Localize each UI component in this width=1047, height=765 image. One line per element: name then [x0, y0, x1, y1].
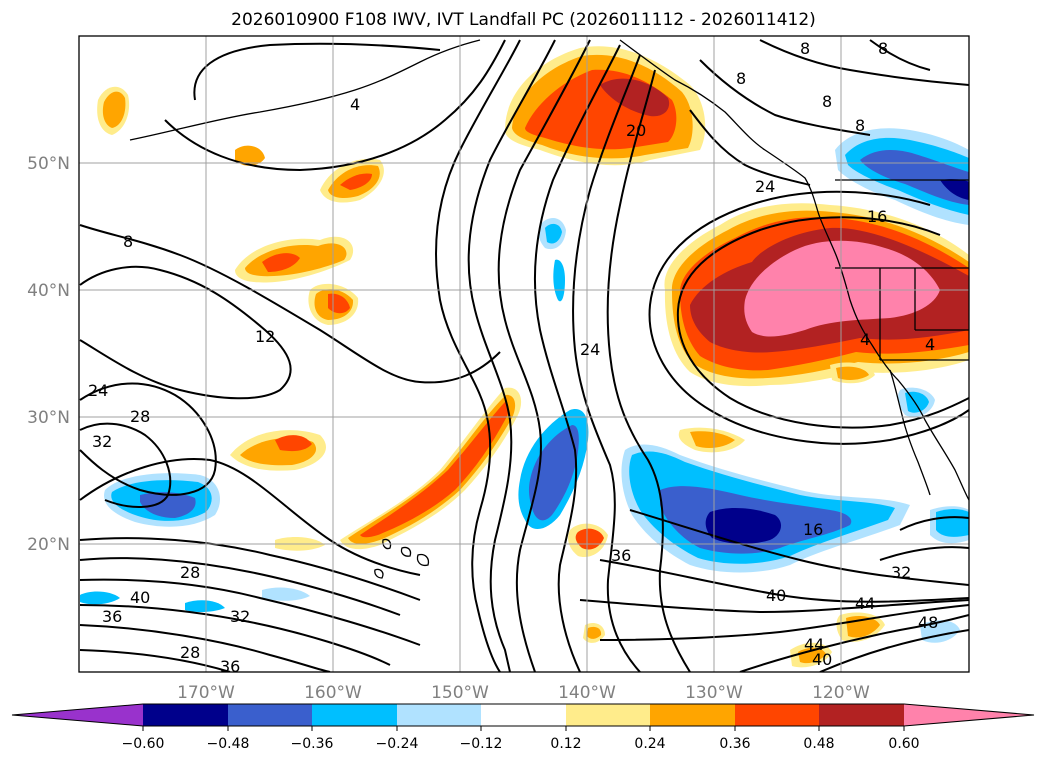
contour-label: 44 [855, 594, 875, 613]
contour-label: 40 [130, 588, 150, 607]
contour-label: 4 [350, 95, 360, 114]
contour-label: 28 [180, 563, 200, 582]
lat-label: 30°N [27, 408, 70, 428]
contour-label: 8 [800, 39, 810, 58]
contour-label: 8 [878, 39, 888, 58]
colorbar-label: −0.24 [376, 736, 419, 752]
colorbar-extend-low [12, 704, 143, 726]
map-panel: 4 8 8 8 8 8 8 12 16 16 20 24 24 24 28 28… [79, 36, 969, 676]
colorbar-swatch [228, 704, 312, 726]
contour-label: 24 [580, 340, 600, 359]
contour-label: 8 [822, 92, 832, 111]
colorbar-label: 0.36 [719, 736, 750, 752]
contour-label: 36 [102, 607, 122, 626]
colorbar-label: −0.60 [122, 736, 165, 752]
contour-label: 8 [123, 232, 133, 251]
contour-label: 24 [755, 177, 775, 196]
colorbar-swatch [143, 704, 228, 726]
colorbar-label: 0.60 [888, 736, 919, 752]
contour-label: 36 [220, 657, 240, 676]
contour-label: 4 [925, 335, 935, 354]
contour-label: 40 [812, 650, 832, 669]
lon-label: 160°W [304, 683, 362, 703]
contour-label: 20 [626, 121, 646, 140]
contour-label: 28 [130, 407, 150, 426]
contour-label: 40 [766, 586, 786, 605]
pc-shading [80, 46, 969, 668]
contour-label: 16 [803, 520, 823, 539]
lat-label: 20°N [27, 535, 70, 555]
map-frame [78, 35, 970, 673]
contour-label: 8 [736, 69, 746, 88]
contour-label: 8 [855, 116, 865, 135]
lat-label: 40°N [27, 281, 70, 301]
contour-label: 44 [804, 635, 824, 654]
gridlines [79, 36, 969, 672]
contour-label: 12 [255, 327, 275, 346]
colorbar-label: −0.48 [207, 736, 250, 752]
colorbar-swatch [397, 704, 481, 726]
colorbar: −0.60 −0.48 −0.36 −0.24 −0.12 0.12 0.24 … [11, 703, 1035, 752]
iwv-contours [79, 39, 969, 672]
contour-label: 36 [611, 546, 631, 565]
colorbar-swatch [481, 704, 566, 726]
colorbar-label: 0.24 [634, 736, 665, 752]
colorbar-label: −0.12 [460, 736, 503, 752]
contour-label: 48 [918, 613, 938, 632]
lon-label: 150°W [431, 683, 489, 703]
contour-labels: 4 8 8 8 8 8 8 12 16 16 20 24 24 24 28 28… [88, 39, 938, 676]
longitude-labels: 170°W 160°W 150°W 140°W 130°W 120°W [177, 683, 870, 703]
colorbar-swatch [650, 704, 735, 726]
latitude-labels: 20°N 30°N 40°N 50°N [27, 154, 70, 555]
colorbar-swatch [735, 704, 819, 726]
contour-label: 28 [180, 643, 200, 662]
contour-label: 32 [891, 563, 911, 582]
colorbar-label: 0.12 [550, 736, 581, 752]
lon-label: 170°W [177, 683, 235, 703]
contour-label: 4 [860, 330, 870, 349]
contour-label: 32 [92, 432, 112, 451]
colorbar-swatch [566, 704, 650, 726]
lat-label: 50°N [27, 154, 70, 174]
colorbar-swatch [312, 704, 397, 726]
colorbar-extend-high [904, 704, 1034, 726]
lon-label: 120°W [812, 683, 870, 703]
colorbar-swatch [819, 704, 904, 726]
lon-label: 130°W [685, 683, 743, 703]
figure-title: 2026010900 F108 IWV, IVT Landfall PC (20… [231, 10, 816, 30]
contour-label: 32 [230, 607, 250, 626]
colorbar-label: 0.48 [803, 736, 834, 752]
contour-label: 24 [88, 381, 108, 400]
contour-label: 16 [867, 207, 887, 226]
colorbar-label: −0.36 [291, 736, 334, 752]
lon-label: 140°W [558, 683, 616, 703]
